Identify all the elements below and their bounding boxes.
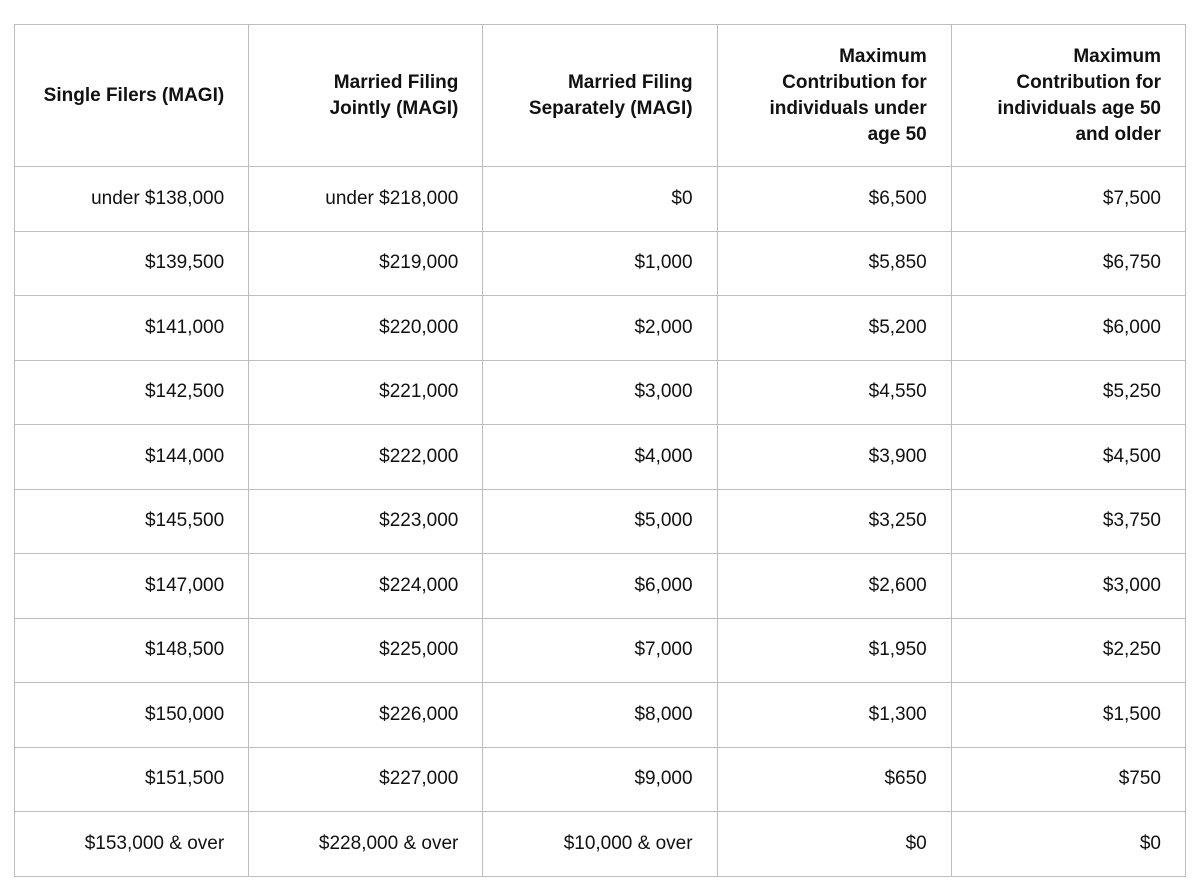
table-cell: $219,000 bbox=[248, 230, 484, 296]
column-header: Married Filing Separately (MAGI) bbox=[482, 24, 718, 167]
table-cell: $4,000 bbox=[482, 424, 718, 490]
table-row: $151,500 $227,000 $9,000 $650 $750 bbox=[13, 746, 1187, 812]
table-cell: $0 bbox=[950, 811, 1187, 877]
table-row: $144,000 $222,000 $4,000 $3,900 $4,500 bbox=[13, 424, 1187, 490]
header-row: Single Filers (MAGI) Married Filing Joint… bbox=[13, 24, 1187, 167]
table-row: $142,500 $221,000 $3,000 $4,550 $5,250 bbox=[13, 359, 1187, 425]
table-cell: $221,000 bbox=[248, 359, 484, 425]
table-cell: $650 bbox=[716, 746, 952, 812]
table-cell: $9,000 bbox=[482, 746, 718, 812]
table-cell: $5,000 bbox=[482, 488, 718, 554]
table-cell: $3,000 bbox=[482, 359, 718, 425]
table-cell: $3,750 bbox=[950, 488, 1187, 554]
table-row: $147,000 $224,000 $6,000 $2,600 $3,000 bbox=[13, 553, 1187, 619]
column-header: Maximum Contribution for individuals und… bbox=[716, 24, 952, 167]
table-cell: $141,000 bbox=[13, 295, 250, 361]
table-cell: $147,000 bbox=[13, 553, 250, 619]
table-cell: $6,500 bbox=[716, 166, 952, 232]
table-cell: $8,000 bbox=[482, 682, 718, 748]
table-cell: $7,500 bbox=[950, 166, 1187, 232]
table-cell: $150,000 bbox=[13, 682, 250, 748]
table-cell: $3,250 bbox=[716, 488, 952, 554]
table-cell: $5,200 bbox=[716, 295, 952, 361]
table-row: $145,500 $223,000 $5,000 $3,250 $3,750 bbox=[13, 488, 1187, 554]
table-cell: $5,250 bbox=[950, 359, 1187, 425]
table-cell: $1,300 bbox=[716, 682, 952, 748]
table-cell: $3,900 bbox=[716, 424, 952, 490]
table-cell: $151,500 bbox=[13, 746, 250, 812]
table-cell: $5,850 bbox=[716, 230, 952, 296]
table-cell: $2,000 bbox=[482, 295, 718, 361]
contribution-table: Single Filers (MAGI) Married Filing Joint… bbox=[13, 24, 1187, 877]
table-cell: $2,600 bbox=[716, 553, 952, 619]
table-cell: $227,000 bbox=[248, 746, 484, 812]
table-cell: $223,000 bbox=[248, 488, 484, 554]
table-cell: $220,000 bbox=[248, 295, 484, 361]
table-cell: $4,550 bbox=[716, 359, 952, 425]
table-cell: $4,500 bbox=[950, 424, 1187, 490]
table-cell: $224,000 bbox=[248, 553, 484, 619]
column-header: Single Filers (MAGI) bbox=[13, 24, 250, 167]
table-cell: $7,000 bbox=[482, 617, 718, 683]
table-row: $139,500 $219,000 $1,000 $5,850 $6,750 bbox=[13, 230, 1187, 296]
table-cell: $144,000 bbox=[13, 424, 250, 490]
table-cell: $228,000 & over bbox=[248, 811, 484, 877]
table-cell: $3,000 bbox=[950, 553, 1187, 619]
table-cell: $2,250 bbox=[950, 617, 1187, 683]
column-header: Married Filing Jointly (MAGI) bbox=[248, 24, 484, 167]
table-cell: $1,950 bbox=[716, 617, 952, 683]
table-cell: $153,000 & over bbox=[13, 811, 250, 877]
table-cell: under $218,000 bbox=[248, 166, 484, 232]
table-row: $141,000 $220,000 $2,000 $5,200 $6,000 bbox=[13, 295, 1187, 361]
table-cell: $1,500 bbox=[950, 682, 1187, 748]
table-cell: $6,000 bbox=[482, 553, 718, 619]
table-cell: $0 bbox=[482, 166, 718, 232]
table-cell: $142,500 bbox=[13, 359, 250, 425]
table-cell: under $138,000 bbox=[13, 166, 250, 232]
table-cell: $750 bbox=[950, 746, 1187, 812]
table-cell: $139,500 bbox=[13, 230, 250, 296]
table-row: $150,000 $226,000 $8,000 $1,300 $1,500 bbox=[13, 682, 1187, 748]
table-cell: $222,000 bbox=[248, 424, 484, 490]
table-cell: $6,000 bbox=[950, 295, 1187, 361]
table-cell: $226,000 bbox=[248, 682, 484, 748]
table-cell: $0 bbox=[716, 811, 952, 877]
table-cell: $148,500 bbox=[13, 617, 250, 683]
table-row: $153,000 & over $228,000 & over $10,000 & … bbox=[13, 811, 1187, 877]
table-cell: $145,500 bbox=[13, 488, 250, 554]
table-cell: $10,000 & over bbox=[482, 811, 718, 877]
table-cell: $225,000 bbox=[248, 617, 484, 683]
table-row: under $138,000 under $218,000 $0 $6,500 $7,5… bbox=[13, 166, 1187, 232]
column-header: Maximum Contribution for individuals age… bbox=[950, 24, 1187, 167]
table-body: under $138,000 under $218,000 $0 $6,500 $7,5… bbox=[13, 166, 1187, 877]
table-row: $148,500 $225,000 $7,000 $1,950 $2,250 bbox=[13, 617, 1187, 683]
table-cell: $6,750 bbox=[950, 230, 1187, 296]
table-cell: $1,000 bbox=[482, 230, 718, 296]
